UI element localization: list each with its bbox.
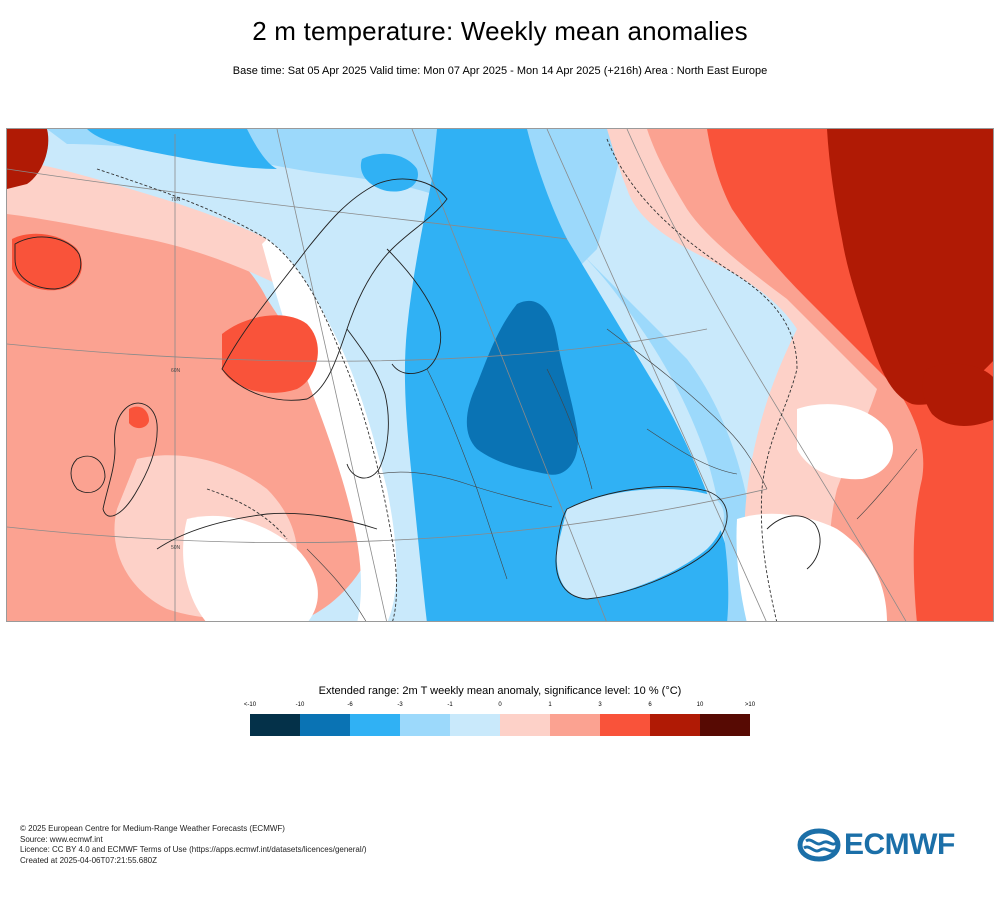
anomaly-region-caspian-neutral bbox=[797, 404, 893, 480]
legend-ticks: <-10 -10 -6 -3 -1 0 1 3 6 10 >10 bbox=[244, 702, 755, 714]
parallel-50n bbox=[7, 488, 768, 544]
anomaly-region-neutral-south bbox=[183, 515, 318, 621]
coast-caspian bbox=[766, 515, 821, 570]
ecmwf-logo-mark-icon bbox=[797, 828, 841, 862]
footer-copyright: © 2025 European Centre for Medium-Range … bbox=[20, 824, 285, 833]
significance-contours bbox=[96, 138, 798, 621]
anomaly-region-iceland-warm bbox=[12, 233, 82, 291]
legend-swatch bbox=[400, 714, 450, 736]
map-canvas: 70N 60N 50N bbox=[7, 129, 993, 621]
legend-tick: <-10 bbox=[243, 702, 257, 708]
parallel-60n bbox=[7, 328, 708, 362]
grid-label-70n: 70N bbox=[171, 197, 181, 203]
coastlines bbox=[14, 178, 821, 600]
anomaly-region-russia-strong-warm bbox=[827, 129, 993, 405]
grid-label-60n: 60N bbox=[171, 368, 181, 374]
border-1 bbox=[426, 368, 508, 580]
coast-baltic-west bbox=[346, 328, 389, 479]
legend-tick: -10 bbox=[295, 702, 305, 708]
legend-swatch bbox=[450, 714, 500, 736]
legend-swatch bbox=[350, 714, 400, 736]
chart-title: 2 m temperature: Weekly mean anomalies bbox=[252, 16, 748, 46]
footer-created: Created at 2025-04-06T07:21:55.680Z bbox=[20, 855, 157, 865]
legend-tick: 6 bbox=[648, 702, 652, 708]
meridian-30e bbox=[546, 129, 767, 621]
anomaly-region-black-sea bbox=[556, 489, 724, 599]
footer-credits: © 2025 European Centre for Medium-Range … bbox=[20, 824, 367, 866]
border-7 bbox=[646, 428, 738, 475]
coast-iceland bbox=[14, 236, 82, 290]
legend-color-bar bbox=[250, 714, 750, 736]
anomaly-region-northwest-light bbox=[7, 159, 287, 289]
coast-scandinavia bbox=[221, 178, 448, 401]
ecmwf-logo: ECMWF bbox=[796, 826, 986, 864]
anomaly-region-scotland-warm bbox=[129, 406, 149, 429]
anomaly-region-southeast-neutral bbox=[736, 513, 887, 621]
legend-swatch bbox=[700, 714, 750, 736]
meridian-40e bbox=[626, 129, 907, 621]
legend-swatch bbox=[250, 714, 300, 736]
legend-tick: -3 bbox=[397, 702, 403, 708]
anomaly-region-barents-cold bbox=[87, 129, 277, 169]
anomaly-region-core-cold bbox=[466, 300, 578, 475]
legend-swatch bbox=[550, 714, 600, 736]
legend-swatch bbox=[300, 714, 350, 736]
color-legend: <-10 -10 -6 -3 -1 0 1 3 6 10 >10 bbox=[244, 702, 755, 736]
contour-west bbox=[96, 168, 397, 621]
coast-black-sea bbox=[555, 486, 728, 600]
legend-tick: 1 bbox=[548, 702, 552, 708]
border-3 bbox=[546, 368, 593, 490]
graticule bbox=[7, 129, 907, 621]
ecmwf-logo-text: ECMWF bbox=[844, 828, 955, 861]
anomaly-map: 70N 60N 50N bbox=[6, 128, 994, 622]
parallel-70n bbox=[7, 168, 568, 240]
legend-tick: -6 bbox=[347, 702, 353, 708]
coast-north-sea-south bbox=[156, 512, 378, 550]
anomaly-region-ural-strong-warm bbox=[922, 363, 993, 426]
footer-source: Source: www.ecmwf.int bbox=[20, 834, 103, 844]
meridian-10e bbox=[276, 129, 387, 621]
border-2 bbox=[376, 471, 553, 508]
border-4 bbox=[606, 328, 768, 490]
legend-swatch bbox=[650, 714, 700, 736]
chart-subtitle: Base time: Sat 05 Apr 2025 Valid time: M… bbox=[232, 65, 768, 77]
contour-east bbox=[606, 138, 798, 621]
country-borders bbox=[306, 328, 918, 621]
coast-ireland bbox=[70, 455, 106, 493]
anomaly-region-east-light-cold bbox=[567, 239, 752, 621]
legend-tick: -1 bbox=[447, 702, 453, 708]
legend-tick: >10 bbox=[744, 702, 756, 708]
legend-swatch bbox=[600, 714, 650, 736]
anomaly-region-greenland-warm bbox=[7, 129, 49, 189]
border-6 bbox=[856, 448, 918, 520]
legend-title: Extended range: 2m T weekly mean anomaly… bbox=[318, 685, 682, 697]
border-5 bbox=[306, 548, 367, 621]
legend-swatch bbox=[500, 714, 550, 736]
anomaly-region-norway-warm bbox=[222, 315, 318, 393]
grid-label-50n: 50N bbox=[171, 545, 181, 551]
coast-great-britain bbox=[102, 402, 158, 517]
contour-south bbox=[206, 488, 288, 540]
footer-licence: Licence: CC BY 4.0 and ECMWF Terms of Us… bbox=[20, 845, 367, 854]
legend-tick: 0 bbox=[498, 702, 502, 708]
coast-gulf-bothnia bbox=[386, 248, 441, 375]
meridian-20e bbox=[411, 129, 607, 621]
legend-tick: 10 bbox=[696, 702, 704, 708]
legend-tick: 3 bbox=[598, 702, 602, 708]
anomaly-region-kola-cold bbox=[360, 153, 418, 192]
